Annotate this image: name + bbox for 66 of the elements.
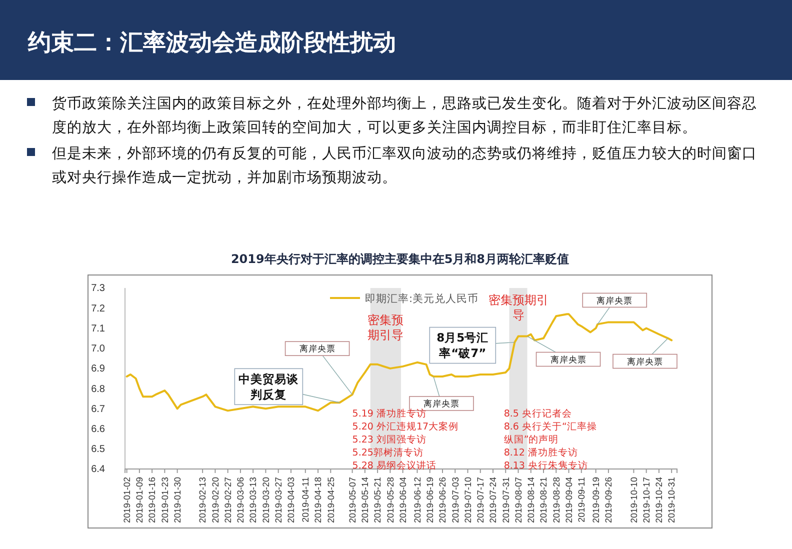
y-tick-label: 7.0 [91, 344, 106, 355]
y-tick-label: 6.6 [91, 424, 106, 435]
x-tick-label: 2019-05-28 [385, 477, 396, 524]
x-tick-label: 2019-02-13 [198, 477, 208, 524]
x-tick-label: 2019-09-19 [590, 477, 601, 524]
x-tick-label: 2019-09-26 [604, 477, 614, 524]
x-tick-label: 2019-01-16 [147, 477, 158, 524]
x-tick-label: 2019-05-14 [360, 477, 370, 524]
x-tick-label: 2019-10-24 [654, 477, 664, 524]
y-tick-label: 7.3 [91, 283, 106, 294]
y-tick-label: 6.8 [91, 384, 106, 395]
x-tick-label: 2019-04-18 [313, 477, 324, 524]
annotation: 5.19 潘功胜专访 5.20 外汇违规17大案例 5.23 刘国强专访 5.25郭树清专访 5.28 易纲会议讲话 [352, 408, 459, 472]
chart-title: 约束二：汇率波动会造成阶段性扰动 [27, 29, 396, 56]
annotation: 离岸央票 [596, 295, 633, 306]
x-tick-label: 2019-08-21 [538, 477, 549, 524]
x-tick-label: 2019-04-11 [300, 477, 311, 522]
text: 但是未来，外部环境的仍有反复的可能，人民币汇率双向波动的态势或仍将维持，贬值压力较大的时间窗口或对央行操作造成一定扰动，并加剧市场预期波动。 [52, 145, 757, 186]
annotation: 离岸央票 [626, 356, 663, 368]
x-tick-label: 2019-09-11 [576, 477, 587, 522]
x-tick-label: 2019-06-19 [425, 477, 436, 524]
y-tick-label: 6.5 [91, 444, 106, 456]
x-tick-label: 2019-06-26 [438, 477, 448, 524]
x-tick-label: 2019-10-10 [628, 477, 639, 524]
x-tick-label: 2019-01-09 [134, 477, 145, 524]
y-tick-label: 6.9 [91, 364, 106, 375]
x-tick-label: 2019-08-07 [513, 477, 524, 524]
x-tick-label: 2019-07-31 [500, 477, 511, 524]
x-tick-label: 2019-07-17 [476, 477, 486, 524]
x-tick-label: 2019-04-03 [286, 477, 296, 524]
text: 货币政策除关注国内的政策目标之外，在处理外部均衡上，思路或已发生变化。随着对于外汇波动区间容忍度的放大，在外部均衡上政策回转的空间加大，可以更多关注国内调控目标，而非盯住汇率目标。 [52, 95, 757, 136]
x-tick-label: 2019-03-13 [248, 477, 258, 524]
x-tick-label: 2019-05-21 [372, 477, 383, 524]
annotation: 8月5号汇率“破7” [436, 330, 489, 360]
band-label: 密集预期引导 [368, 313, 404, 342]
x-tick-label: 2019-03-06 [236, 477, 246, 524]
y-tick-label: 6.4 [91, 464, 106, 476]
x-tick-label: 2019-05-07 [347, 477, 358, 524]
x-tick-label: 2019-01-23 [160, 477, 170, 524]
x-tick-label: 2019-02-20 [210, 477, 220, 524]
legend-label: 即期汇率:美元兑人民币 [365, 292, 479, 305]
x-tick-label: 2019-01-30 [172, 477, 182, 524]
x-tick-label: 2019-02-27 [222, 477, 233, 524]
x-tick-label: 2019-07-10 [462, 477, 473, 524]
x-tick-label: 2019-08-28 [551, 477, 562, 524]
x-tick-label: 2019-08-14 [526, 477, 536, 524]
annotation: 8.5 央行记者会 8.6 央行关于“汇率操纵国”的声明 8.12 潘功胜专访 8.13 央行朱隽专访 [504, 408, 597, 472]
x-tick-label: 2019-10-17 [641, 477, 652, 524]
chart-subtitle: 2019年央行对于汇率的调控主要集中在5月和8月两轮汇率贬值 [230, 252, 570, 266]
x-tick-label: 2019-03-27 [273, 477, 284, 524]
x-tick-label: 2019-03-20 [260, 477, 271, 524]
x-tick-label: 2019-06-04 [398, 477, 408, 524]
band-label: 密集预期引导 [488, 293, 548, 322]
y-tick-label: 7.1 [91, 323, 106, 334]
x-tick-label: 2019-07-24 [488, 477, 498, 524]
y-tick-label: 6.7 [91, 404, 106, 415]
x-tick-label: 2019-07-03 [450, 477, 460, 524]
x-tick-label: 2019-04-25 [326, 477, 336, 524]
annotation: 离岸央票 [550, 354, 586, 366]
x-tick-label: 2019-10-31 [666, 477, 677, 524]
annotation: 离岸央票 [299, 344, 336, 355]
x-tick-label: 2019-09-04 [564, 477, 574, 524]
y-tick-label: 7.2 [91, 303, 106, 314]
annotation: 离岸央票 [423, 398, 460, 410]
x-tick-label: 2019-06-12 [412, 477, 422, 524]
x-tick-label: 2019-01-02 [122, 477, 132, 524]
